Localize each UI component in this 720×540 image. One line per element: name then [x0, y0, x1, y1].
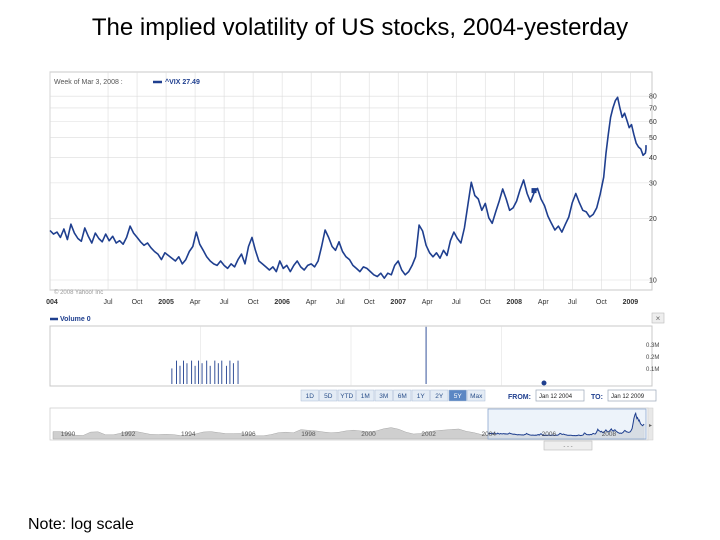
range-button-1m[interactable] [356, 389, 375, 402]
range-button-5y[interactable] [448, 389, 467, 402]
overview-year-label: 2002 [421, 431, 436, 438]
x-tick-label: 2007 [390, 299, 406, 306]
x-tick-label: Jul [336, 299, 345, 306]
range-button-5d[interactable] [319, 389, 338, 402]
range-button-label[interactable]: 3M [379, 393, 388, 400]
range-button-label[interactable]: 1Y [417, 393, 426, 400]
x-axis-ticks: 2004 Jul Oct 2005 Apr Jul Oct 2006 Apr Jul Oct 2007… [42, 299, 639, 306]
y-tick-label: 30 [649, 180, 657, 187]
to-label: TO: [591, 394, 603, 401]
overview-drag-handle[interactable] [543, 440, 593, 451]
copyright-text: © 2008 Yahoo! Inc [54, 289, 103, 296]
series-label: ^VIX 27.49 [165, 78, 200, 86]
y-tick-label: 20 [649, 216, 657, 223]
x-tick-label: Jul [568, 299, 577, 306]
range-button-label[interactable]: 2Y [435, 393, 444, 400]
volume-tick: 0.2M [646, 355, 659, 361]
x-tick-label: Oct [132, 299, 143, 306]
range-button-label[interactable]: 1M [361, 393, 370, 400]
x-tick-label: Apr [538, 299, 550, 306]
x-tick-label: 2006 [274, 299, 290, 306]
overview-year-label: 2008 [602, 431, 617, 438]
main-plot-frame [49, 71, 653, 291]
scroll-right-icon[interactable]: ▸ [649, 423, 652, 429]
y-tick-label: 10 [649, 278, 657, 285]
volume-bars [171, 326, 427, 384]
to-date-value: Jan 12 2009 [611, 394, 645, 400]
range-button-1y[interactable] [411, 389, 430, 402]
hover-marker [531, 188, 537, 194]
overview-year-labels: 1990 1992 1994 1996 1998 2000 2002 2004 2006 2008 [61, 431, 617, 438]
vix-chart-widget: 10 20 30 40 50 60 70 80 2004 Jul Oct 2005 Apr Jul Oct… [42, 68, 672, 452]
overview-year-label: 2004 [481, 431, 496, 438]
overview-year-label: 1994 [181, 431, 196, 438]
overview-year-label: 2000 [361, 431, 376, 438]
x-tick-label: 2004 [46, 299, 58, 306]
slide-title: The implied volatility of US stocks, 200… [91, 14, 629, 41]
x-tick-label: 2008 [506, 299, 522, 306]
overview-year-label: 1998 [301, 431, 316, 438]
x-tick-label: Oct [248, 299, 259, 306]
range-button-label[interactable]: 1D [306, 393, 315, 400]
y-tick-label: 50 [649, 135, 657, 142]
y-tick-label: 40 [649, 155, 657, 162]
x-tick-label: Oct [364, 299, 375, 306]
from-date-value: Jan 12 2004 [539, 394, 573, 400]
y-tick-label: 80 [649, 94, 657, 101]
x-tick-label: Apr [422, 299, 434, 306]
vix-chart-svg: 10 20 30 40 50 60 70 80 2004 Jul Oct 2005 Apr Jul Oct… [42, 71, 665, 451]
range-button-label[interactable]: 5D [324, 393, 333, 400]
overview-year-label: 1992 [121, 431, 136, 438]
main-plot-grid [49, 72, 652, 290]
x-tick-label: Apr [190, 299, 202, 306]
range-button-max[interactable] [467, 389, 486, 402]
overview-selected-line [488, 411, 645, 437]
range-button-label[interactable]: 6M [398, 393, 407, 400]
range-button-6m[interactable] [393, 389, 412, 402]
range-button-3m[interactable] [374, 389, 393, 402]
y-axis-ticks: 10 20 30 40 50 60 70 80 [649, 94, 657, 285]
x-tick-label: 2005 [158, 299, 174, 306]
range-button-label[interactable]: YTD [340, 393, 353, 400]
drag-handle-grip[interactable]: - - - [563, 444, 572, 450]
week-label: Week of Mar 3, 2008 : [54, 79, 123, 86]
to-date-input[interactable] [607, 389, 657, 402]
y-tick-label: 60 [649, 119, 657, 126]
range-button-label[interactable]: Max [470, 393, 483, 400]
x-tick-label: Jul [452, 299, 461, 306]
from-date-input[interactable] [535, 389, 585, 402]
volume-tick: 0.1M [646, 367, 659, 373]
volume-label: Volume 0 [60, 316, 91, 323]
x-tick-label: 2009 [623, 299, 639, 306]
close-icon[interactable]: × [656, 314, 661, 323]
overview-scroll-right[interactable] [647, 407, 654, 441]
range-button-label[interactable]: 5Y [454, 393, 463, 400]
x-tick-label: Oct [596, 299, 607, 306]
overview-selection-window[interactable] [487, 408, 647, 440]
overview-year-label: 1990 [61, 431, 76, 438]
x-tick-label: Jul [220, 299, 229, 306]
volume-close-button[interactable] [651, 312, 665, 324]
from-label: FROM: [508, 394, 531, 401]
y-tick-label: 70 [649, 105, 657, 112]
range-button-group: 1D 5D YTD 1M 3M 6M 1Y 2Y 5Y Max [300, 389, 486, 402]
overview-year-label: 2006 [542, 431, 557, 438]
overview-year-label: 1996 [241, 431, 256, 438]
x-tick-label: Jul [104, 299, 113, 306]
scale-note: Note: log scale [28, 516, 134, 533]
volume-tick: 0.3M [646, 343, 659, 349]
x-tick-label: Oct [480, 299, 491, 306]
volume-grid [200, 326, 502, 386]
range-button-2y[interactable] [430, 389, 449, 402]
vix-series-line [49, 96, 647, 279]
volume-marker [541, 380, 547, 386]
x-tick-label: Apr [306, 299, 318, 306]
range-button-ytd[interactable] [337, 389, 356, 402]
range-button-1d[interactable] [300, 389, 319, 402]
